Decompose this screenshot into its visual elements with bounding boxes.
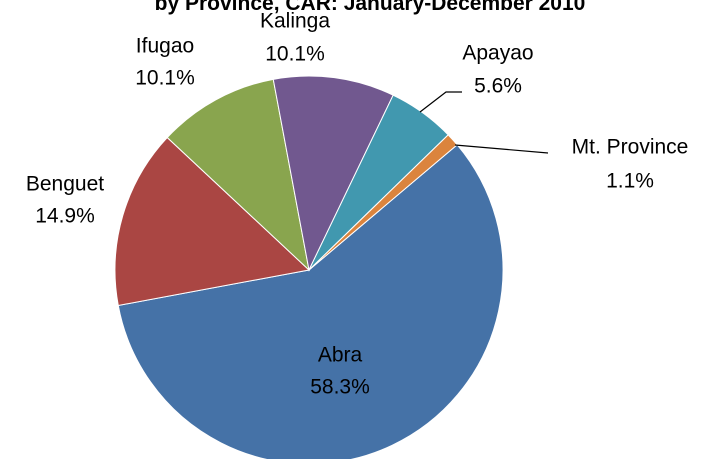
slice-label: Benguet	[26, 173, 104, 196]
slice-label: Abra	[318, 344, 363, 367]
slice-value-label: 10.1%	[135, 67, 195, 90]
leader-line	[454, 144, 549, 154]
pie-slice	[272, 75, 394, 272]
slice-value-label: 5.6%	[474, 75, 522, 98]
pie	[114, 75, 504, 459]
slice-value-label: 1.1%	[606, 170, 654, 193]
slice-value-label: 58.3%	[310, 376, 370, 399]
slice-value-label: 14.9%	[35, 205, 95, 228]
pie-slice	[114, 136, 311, 307]
slice-label: Apayao	[462, 42, 533, 65]
pie-slice	[166, 78, 310, 272]
leader-line	[419, 91, 462, 113]
slice-label: Ifugao	[136, 35, 194, 58]
labels: Abra 58.3% Benguet 14.9% Ifugao 10.1% Kalinga 1…	[26, 10, 688, 399]
pie-slice	[117, 144, 504, 459]
chart-title: by Province, CAR: January-December 2010	[155, 0, 586, 15]
slice-value-label: 10.1%	[265, 43, 325, 66]
slice-label: Mt. Province	[572, 136, 689, 159]
slice-label: Kalinga	[260, 10, 330, 33]
